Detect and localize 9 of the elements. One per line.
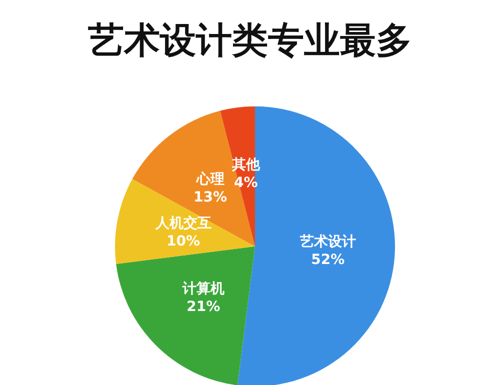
data-label: 10% xyxy=(166,234,200,250)
data-label: 13% xyxy=(194,190,228,206)
slice-label: 计算机 xyxy=(181,281,224,298)
chart-title: 艺术设计类专业最多 xyxy=(88,20,412,62)
data-label: 21% xyxy=(186,299,220,316)
slice-label: 人机交互 xyxy=(154,214,212,232)
slice-label: 心理 xyxy=(195,170,224,188)
slice-label: 艺术设计 xyxy=(298,234,356,250)
data-label: 52% xyxy=(311,252,345,268)
